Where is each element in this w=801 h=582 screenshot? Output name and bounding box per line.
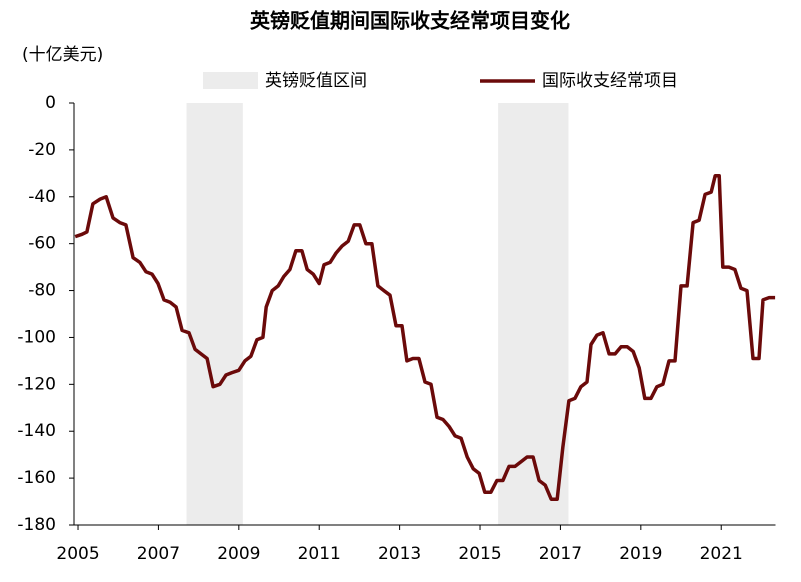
y-tick-label: -120 xyxy=(17,374,56,394)
y-tick-label: -160 xyxy=(17,468,56,488)
y-tick-label: -40 xyxy=(28,187,56,207)
x-tick-label: 2011 xyxy=(298,544,341,564)
x-tick-label: 2017 xyxy=(539,544,582,564)
shaded-band xyxy=(498,103,569,525)
y-tick-label: -180 xyxy=(17,515,56,535)
x-tick-label: 2005 xyxy=(56,544,99,564)
y-tick-label: -60 xyxy=(28,234,56,254)
legend-label: 英镑贬值区间 xyxy=(265,71,367,91)
legend-label: 国际收支经常项目 xyxy=(542,71,678,91)
chart-title: 英镑贬值期间国际收支经常项目变化 xyxy=(250,9,570,33)
y-tick-label: -20 xyxy=(28,140,56,160)
legend-swatch xyxy=(203,72,258,89)
shaded-band xyxy=(186,103,243,525)
y-tick-label: -100 xyxy=(17,327,56,347)
x-tick-label: 2009 xyxy=(217,544,260,564)
y-tick-label: -80 xyxy=(28,281,56,301)
x-tick-label: 2007 xyxy=(137,544,180,564)
x-tick-label: 2019 xyxy=(619,544,662,564)
y-tick-label: 0 xyxy=(45,93,56,113)
y-axis-label: (十亿美元) xyxy=(22,45,103,65)
series-line xyxy=(74,173,776,501)
y-tick-label: -140 xyxy=(17,421,56,441)
x-tick-label: 2015 xyxy=(458,544,501,564)
x-tick-label: 2013 xyxy=(378,544,421,564)
x-tick-label: 2021 xyxy=(700,544,743,564)
